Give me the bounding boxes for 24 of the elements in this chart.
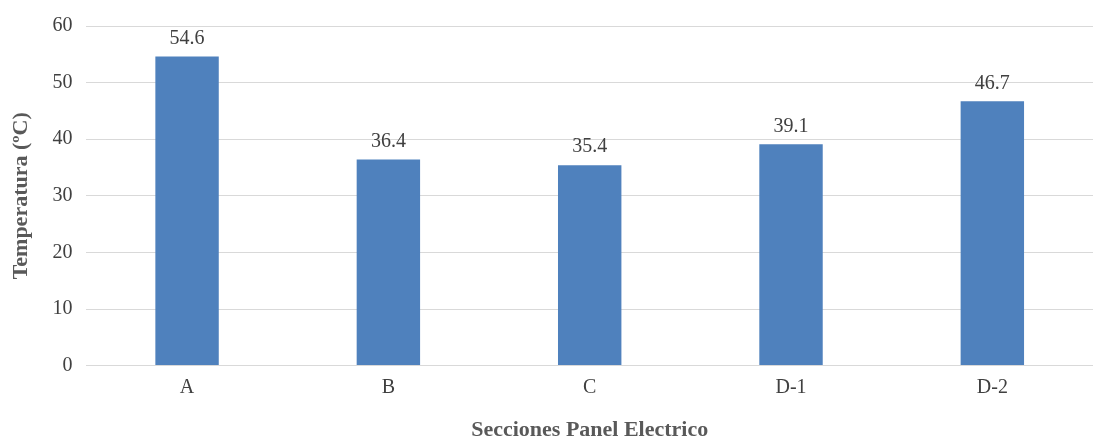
x-tick-label: D-1	[775, 374, 807, 397]
y-tick-label: 50	[52, 69, 73, 92]
x-tick-label: C	[583, 374, 597, 397]
bar	[960, 101, 1025, 366]
y-tick-label: 40	[52, 126, 73, 149]
y-tick-label: 10	[52, 296, 73, 319]
data-label: 35.4	[572, 134, 608, 157]
x-axis-title: Secciones Panel Electrico	[471, 416, 709, 442]
y-tick-label: 20	[52, 239, 73, 262]
x-tick-label: B	[381, 374, 396, 397]
x-tick-label: A	[179, 374, 195, 397]
y-axis-title: Temperatura (ºC)	[6, 112, 32, 280]
data-label: 39.1	[773, 113, 809, 136]
data-label: 46.7	[974, 70, 1010, 93]
data-label: 36.4	[370, 128, 406, 151]
bar	[155, 56, 219, 366]
bar	[759, 144, 823, 366]
y-tick-label: 30	[52, 183, 73, 206]
x-tick-label: D-2	[976, 374, 1008, 397]
y-tick-label: 0	[62, 352, 73, 375]
y-tick-label: 60	[52, 13, 73, 36]
data-label: 54.6	[169, 25, 205, 48]
bar	[356, 159, 421, 366]
bar	[557, 165, 622, 366]
